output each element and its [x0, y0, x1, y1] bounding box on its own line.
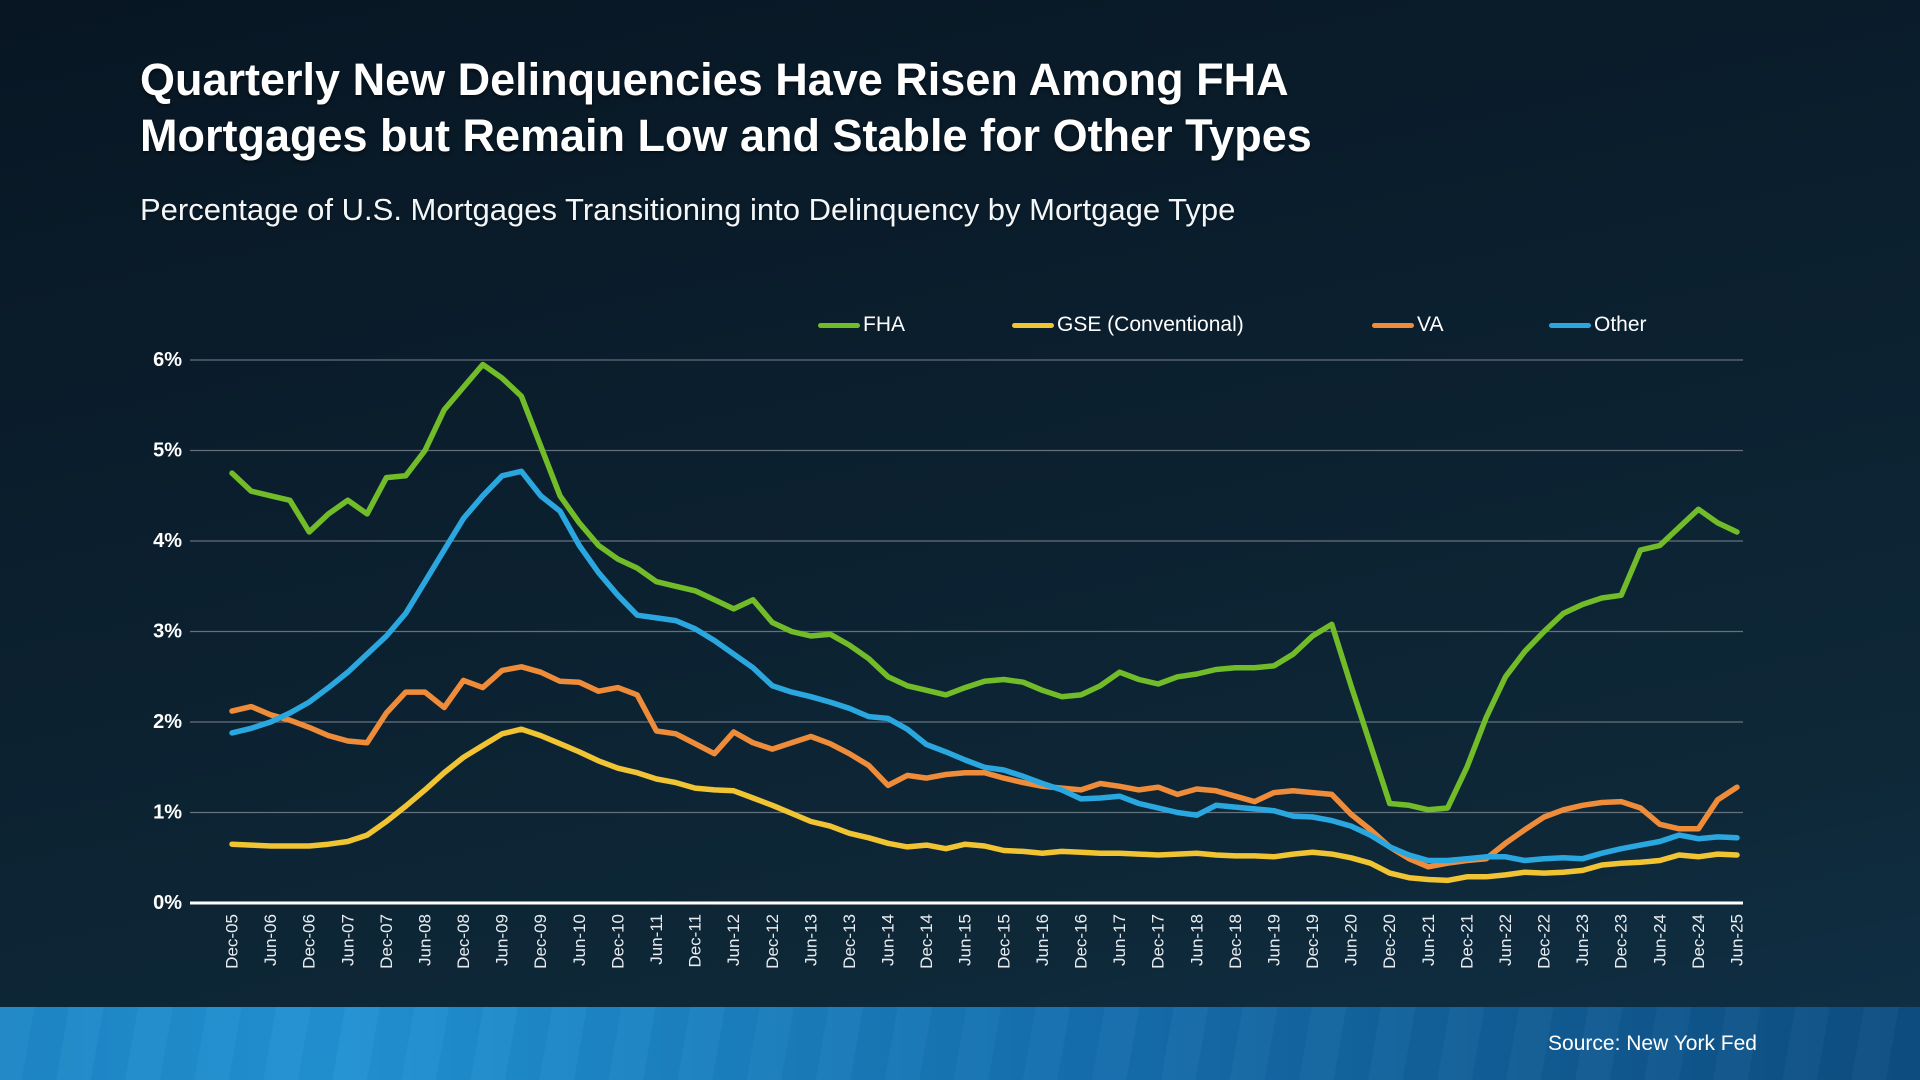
legend-swatch-gse-line-icon: [1012, 322, 1054, 328]
x-axis-tick-label: Jun-09: [493, 914, 512, 966]
source-attribution: Source: New York Fed: [1548, 1031, 1757, 1055]
x-axis-tick-label: Dec-06: [300, 914, 319, 969]
x-axis-tick-label: Dec-22: [1535, 914, 1554, 969]
y-axis-tick-label: 2%: [153, 711, 182, 733]
x-axis-tick-label: Jun-25: [1728, 914, 1747, 966]
legend-item-other: Other: [1549, 312, 1647, 338]
x-axis-tick-label: Dec-11: [686, 914, 705, 968]
x-axis-tick-label: Jun-07: [338, 914, 357, 966]
x-axis-tick-label: Jun-23: [1573, 914, 1592, 966]
series-line-gse-conventional-: [229, 726, 1740, 884]
x-axis-tick-label: Dec-07: [377, 914, 396, 969]
x-axis-tick-label: Dec-24: [1689, 914, 1708, 969]
x-axis-tick-label: Jun-22: [1496, 914, 1515, 966]
x-axis-tick-label: Dec-16: [1071, 914, 1090, 969]
x-axis-tick-label: Jun-20: [1342, 914, 1361, 966]
legend-item-va: VA: [1372, 312, 1443, 338]
x-axis-tick-label: Dec-15: [994, 914, 1013, 969]
legend-item-gse: GSE (Conventional): [1012, 312, 1244, 338]
legend-swatch-other-line-icon: [1549, 322, 1591, 328]
x-axis-tick-label: Dec-08: [454, 914, 473, 969]
legend-swatch-fha-line-icon: [818, 322, 860, 328]
y-axis-tick-label: 4%: [153, 530, 182, 552]
x-axis-tick-label: Jun-08: [415, 914, 434, 966]
x-axis-tick-label: Dec-23: [1612, 914, 1631, 969]
x-axis-tick-label: Dec-17: [1149, 914, 1168, 969]
title-line-1: Quarterly New Delinquencies Have Risen A…: [140, 54, 1289, 105]
x-axis-tick-label: Jun-06: [261, 914, 280, 966]
x-axis-tick-label: Jun-15: [956, 914, 975, 966]
x-axis-tick-label: Dec-21: [1457, 914, 1476, 969]
x-axis-tick-label: Jun-24: [1650, 914, 1669, 966]
series-line-other: [229, 468, 1740, 864]
x-axis-tick-label: Dec-18: [1226, 914, 1245, 969]
legend-label-other: Other: [1594, 313, 1647, 336]
legend-item-fha: FHA: [818, 312, 905, 338]
x-axis-tick-label: Jun-19: [1264, 914, 1283, 966]
x-axis-tick-label: Jun-17: [1110, 914, 1129, 966]
legend-label-fha: FHA: [863, 313, 905, 336]
x-axis-tick-label: Dec-09: [531, 914, 550, 969]
x-axis-tick-label: Dec-19: [1303, 914, 1322, 969]
x-axis-tick-label: Jun-14: [879, 914, 898, 966]
legend-label-gse: GSE (Conventional): [1057, 313, 1244, 336]
x-axis-tick-label: Dec-20: [1380, 914, 1399, 969]
x-axis-tick-label: Jun-10: [570, 914, 589, 966]
y-axis-tick-label: 0%: [153, 892, 182, 914]
x-axis-tick-label: Dec-10: [608, 914, 627, 969]
x-axis-tick-label: Jun-13: [801, 914, 820, 966]
x-axis-tick-label: Dec-12: [763, 914, 782, 969]
x-axis-tick-label: Jun-11: [647, 914, 666, 965]
x-axis-tick-label: Jun-16: [1033, 914, 1052, 966]
x-axis-tick-label: Dec-13: [840, 914, 859, 969]
x-axis-tick-label: Dec-14: [917, 914, 936, 969]
x-axis-tick-label: Jun-12: [724, 914, 743, 966]
footer-bar: Source: New York Fed: [0, 1007, 1920, 1080]
title-line-2: Mortgages but Remain Low and Stable for …: [140, 109, 1312, 161]
y-axis-tick-label: 3%: [153, 621, 182, 643]
y-axis-tick-label: 6%: [153, 349, 182, 371]
legend-label-va: VA: [1417, 313, 1444, 336]
legend-swatch-va-line-icon: [1372, 322, 1414, 328]
chart-subtitle: Percentage of U.S. Mortgages Transitioni…: [140, 192, 1236, 227]
y-axis-tick-label: 5%: [153, 440, 182, 462]
y-axis-tick-label: 1%: [153, 802, 182, 824]
x-axis-tick-label: Dec-05: [223, 914, 242, 969]
x-axis-tick-label: Jun-18: [1187, 914, 1206, 966]
x-axis-tick-label: Jun-21: [1419, 914, 1438, 966]
page-title: Quarterly New Delinquencies Have Risen A…: [140, 52, 1480, 164]
series-line-fha: [229, 361, 1740, 813]
